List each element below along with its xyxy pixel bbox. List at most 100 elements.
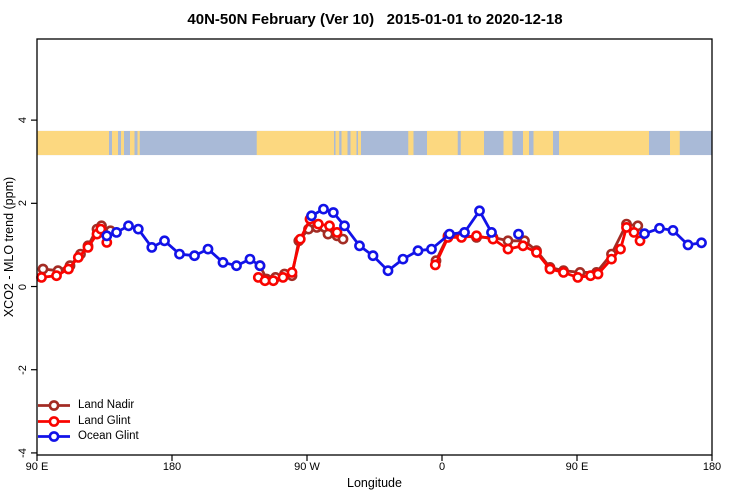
data-point-ocean-glint (327, 207, 339, 218)
data-point-ocean-glint (426, 243, 437, 255)
legend-circle-icon (48, 400, 60, 411)
data-point-ocean-glint (159, 235, 170, 247)
data-point-land-glint (621, 221, 632, 233)
data-point-ocean-glint (654, 222, 665, 234)
data-point-land-glint (312, 218, 324, 230)
series-line-ocean-glint (106, 224, 261, 268)
legend-label-land-nadir: Land Nadir (78, 399, 135, 411)
map-strip-land-segment (523, 130, 529, 156)
data-point-ocean-glint (382, 265, 394, 277)
data-point-land-glint (95, 223, 107, 235)
map-strip-land-segment (503, 130, 513, 156)
data-point-ocean-glint (244, 253, 256, 265)
x-axis-label: Longitude (347, 476, 402, 490)
map-strip-land-segment (121, 130, 124, 156)
x-tick-label: 180 (162, 461, 182, 473)
data-point-land-glint (36, 271, 47, 283)
y-tick-label: 0 (17, 283, 29, 290)
data-point-ocean-glint (123, 220, 134, 232)
map-strip-land-segment (559, 130, 649, 156)
data-point-land-nadir (37, 263, 49, 275)
map-strip-land-segment (130, 130, 135, 156)
data-point-ocean-glint (254, 260, 266, 272)
data-point-land-glint (558, 266, 569, 278)
data-point-land-glint (63, 263, 74, 275)
data-point-ocean-glint (217, 256, 229, 268)
data-point-ocean-glint (318, 203, 329, 215)
plot-box (36, 38, 713, 456)
data-point-land-glint (592, 268, 604, 280)
data-point-ocean-glint (412, 245, 424, 257)
map-strip-land-segment (37, 130, 109, 156)
data-point-ocean-glint (111, 226, 122, 238)
data-point-land-glint (471, 230, 482, 242)
data-point-ocean-glint (354, 240, 365, 252)
data-point-ocean-glint (667, 224, 679, 236)
data-point-ocean-glint (146, 241, 158, 253)
y-tick-label: -2 (17, 364, 29, 375)
data-point-land-glint (324, 220, 335, 232)
legend-circle-icon (48, 415, 60, 427)
data-point-ocean-glint (639, 228, 650, 240)
y-tick-label: 2 (17, 200, 29, 207)
map-strip-land-segment (533, 130, 553, 156)
data-point-ocean-glint (174, 248, 185, 260)
map-strip-land-segment (427, 130, 458, 156)
map-strip-land-segment (460, 130, 484, 156)
data-point-land-glint (572, 271, 584, 283)
data-point-land-glint (531, 246, 542, 258)
data-point-ocean-glint (444, 228, 455, 240)
data-point-ocean-glint (397, 253, 409, 265)
data-point-ocean-glint (486, 226, 497, 238)
legend-marker-land-nadir (38, 400, 70, 411)
data-point-land-glint (51, 270, 62, 282)
x-tick-label: 0 (438, 461, 446, 473)
map-strip-land-segment (341, 130, 348, 156)
map-strip-land-segment (256, 130, 334, 156)
data-point-land-glint (628, 226, 640, 238)
data-point-land-glint (502, 243, 514, 255)
data-point-ocean-glint (682, 239, 694, 251)
data-point-ocean-glint (202, 243, 214, 255)
data-point-land-glint (82, 241, 94, 253)
map-strip-land-segment (335, 130, 340, 156)
map-strip-land-segment (112, 130, 118, 156)
data-point-land-nadir (337, 233, 349, 245)
x-tick-label: 90 E (565, 461, 589, 473)
data-point-land-glint (606, 253, 617, 265)
legend-label-ocean-glint: Ocean Glint (78, 430, 139, 442)
data-point-land-glint (267, 275, 279, 287)
data-point-ocean-glint (459, 226, 470, 238)
y-tick-label: 4 (17, 117, 29, 124)
data-point-land-glint (615, 243, 626, 255)
x-tick-label: 180 (702, 461, 722, 473)
x-tick-label: 90 W (294, 461, 320, 473)
legend-label-land-glint: Land Glint (78, 414, 131, 427)
data-point-land-glint (72, 251, 84, 263)
data-point-land-nadir (502, 235, 514, 247)
map-strip-land-segment (137, 130, 140, 156)
data-point-land-glint (277, 271, 289, 283)
legend-marker-land-glint (38, 415, 70, 427)
data-point-ocean-glint (339, 220, 350, 232)
data-point-ocean-glint (367, 250, 379, 262)
data-point-land-nadir (322, 228, 334, 240)
chart-title: 40N-50N February (Ver 10) 2015-01-01 to … (187, 11, 563, 28)
data-point-ocean-glint (189, 250, 200, 262)
legend-circle-icon (48, 431, 60, 442)
data-point-ocean-glint (132, 223, 144, 235)
data-point-ocean-glint (696, 237, 707, 249)
y-axis-label: XCO2 - MLO trend (ppm) (2, 176, 16, 318)
map-strip-land-segment (358, 130, 361, 156)
data-point-land-glint (429, 259, 441, 271)
data-point-land-glint (259, 275, 271, 287)
x-tick-label: 90 E (25, 461, 49, 473)
data-point-land-glint (634, 235, 646, 247)
data-point-ocean-glint (474, 205, 485, 217)
data-point-ocean-glint (231, 260, 242, 272)
data-point-ocean-glint (306, 210, 317, 222)
data-point-land-glint (331, 226, 343, 238)
data-point-ocean-glint (513, 228, 524, 240)
